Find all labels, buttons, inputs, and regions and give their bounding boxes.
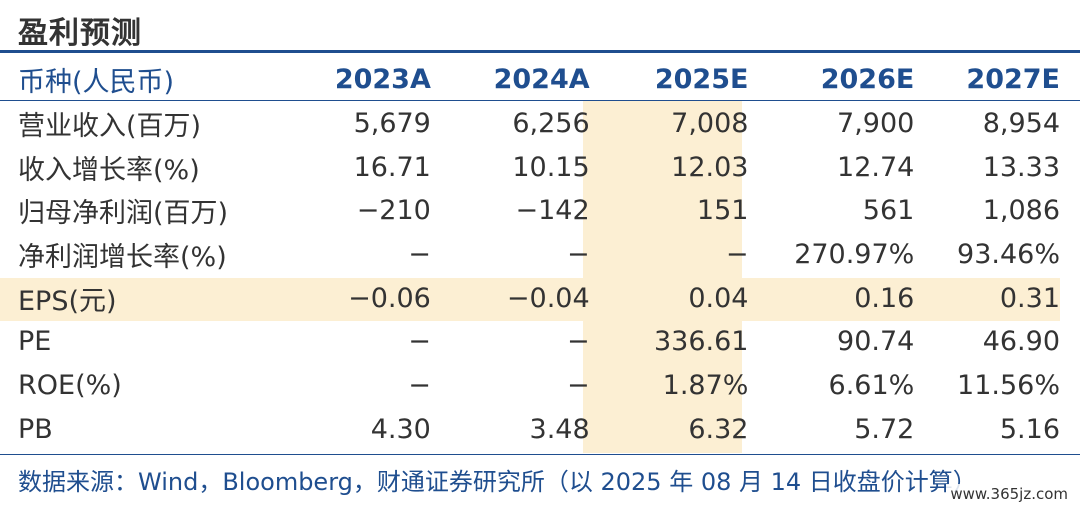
table-header-row: 币种(人民币) 2023A 2024A 2025E 2026E 2027E bbox=[0, 58, 1060, 102]
table-cell: 11.56% bbox=[957, 370, 1060, 402]
year-header: 2025E bbox=[654, 64, 749, 96]
table-cell: − bbox=[567, 326, 590, 358]
row-label: 净利润增长率(%) bbox=[18, 242, 227, 274]
table-cell: 90.74 bbox=[837, 326, 915, 358]
table-cell: 0.16 bbox=[854, 282, 915, 314]
table-cell: 12.74 bbox=[837, 151, 915, 183]
row-label: PE bbox=[18, 326, 52, 358]
table-cell: − bbox=[567, 239, 590, 271]
data-source-note: 数据来源：Wind，Bloomberg，财通证券研究所（以 2025 年 08 … bbox=[18, 468, 977, 496]
table-cell: 8,954 bbox=[982, 108, 1060, 140]
table-cell: 5.16 bbox=[999, 413, 1060, 445]
table-cell: 13.33 bbox=[982, 151, 1060, 183]
row-label: 收入增长率(%) bbox=[18, 154, 200, 186]
row-label: 营业收入(百万) bbox=[18, 111, 202, 143]
table-cell: 1,086 bbox=[982, 195, 1060, 227]
table-cell: 151 bbox=[696, 195, 749, 227]
row-label: PB bbox=[18, 413, 53, 445]
table-cell: 336.61 bbox=[653, 326, 749, 358]
table-cell: 46.90 bbox=[982, 326, 1060, 358]
table-cell: 7,900 bbox=[837, 108, 915, 140]
eps-row-highlight bbox=[0, 278, 1060, 321]
table-cell: 0.31 bbox=[999, 282, 1060, 314]
forecast-2025e-highlight bbox=[583, 101, 742, 453]
table-row: ROE(%) − − 1.87% 6.61% 11.56% bbox=[0, 364, 1060, 408]
table-cell: 16.71 bbox=[353, 151, 431, 183]
table-cell: 5,679 bbox=[353, 108, 431, 140]
table-cell: 6,256 bbox=[512, 108, 590, 140]
row-label: 归母净利润(百万) bbox=[18, 198, 229, 230]
table-cell: 93.46% bbox=[957, 239, 1060, 271]
table-cell: 6.61% bbox=[828, 370, 915, 402]
table-cell: −210 bbox=[356, 195, 431, 227]
watermark: www.365jz.com bbox=[946, 484, 1072, 504]
row-label: EPS(元) bbox=[18, 285, 117, 317]
table-row: PE − − 336.61 90.74 46.90 bbox=[0, 320, 1060, 364]
table-row: PB 4.30 3.48 6.32 5.72 5.16 bbox=[0, 408, 1060, 452]
table-cell: − bbox=[725, 239, 749, 271]
table-cell: − bbox=[408, 370, 431, 402]
table-cell: 1.87% bbox=[662, 370, 749, 402]
table-cell: 7,008 bbox=[671, 108, 749, 140]
year-header: 2027E bbox=[966, 64, 1060, 96]
table-cell: 3.48 bbox=[529, 413, 590, 445]
table-row: 营业收入(百万) 5,679 6,256 7,008 7,900 8,954 bbox=[0, 102, 1060, 146]
table-row: EPS(元) −0.06 −0.04 0.04 0.16 0.31 bbox=[0, 276, 1060, 320]
currency-header: 币种(人民币) bbox=[18, 67, 175, 99]
table-cell: −0.06 bbox=[348, 282, 431, 314]
table-cell: −142 bbox=[515, 195, 590, 227]
table-cell: − bbox=[408, 239, 431, 271]
title-divider bbox=[0, 50, 1080, 53]
page-title: 盈利预测 bbox=[18, 16, 142, 51]
table-row: 归母净利润(百万) −210 −142 151 561 1,086 bbox=[0, 189, 1060, 233]
table-cell: − bbox=[567, 370, 590, 402]
table-cell: 6.32 bbox=[688, 413, 749, 445]
table-cell: − bbox=[408, 326, 431, 358]
table-cell: 12.03 bbox=[671, 151, 749, 183]
table-cell: 561 bbox=[862, 195, 915, 227]
table-row: 净利润增长率(%) − − − 270.97% 93.46% bbox=[0, 233, 1060, 277]
header-divider bbox=[0, 100, 1080, 101]
table-cell: 10.15 bbox=[512, 151, 590, 183]
table-cell: 0.04 bbox=[688, 282, 749, 314]
year-header: 2023A bbox=[334, 64, 431, 96]
earnings-forecast-table: 币种(人民币) 2023A 2024A 2025E 2026E 2027E 营业… bbox=[0, 58, 1060, 451]
table-cell: 5.72 bbox=[854, 413, 915, 445]
table-cell: −0.04 bbox=[506, 282, 590, 314]
footer-divider bbox=[0, 454, 1080, 455]
table-row: 收入增长率(%) 16.71 10.15 12.03 12.74 13.33 bbox=[0, 145, 1060, 189]
row-label: ROE(%) bbox=[18, 370, 122, 402]
table-cell: 270.97% bbox=[794, 239, 915, 271]
year-header: 2026E bbox=[820, 64, 915, 96]
year-header: 2024A bbox=[493, 64, 590, 96]
table-cell: 4.30 bbox=[370, 413, 431, 445]
